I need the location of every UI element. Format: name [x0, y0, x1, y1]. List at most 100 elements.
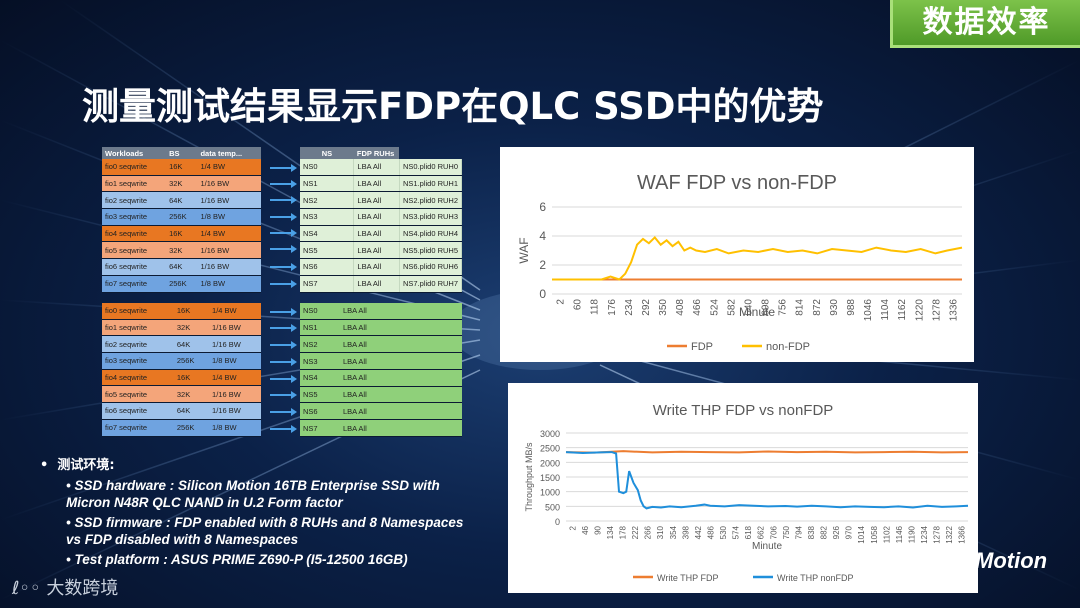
waf-chart: WAF FDP vs non-FDP 0 2 4 6 2 60 118 176 234 292 350… [517, 172, 963, 353]
header-workloads: Workloads [102, 147, 167, 159]
workload-bw: 1/4 BW [197, 159, 261, 176]
arrow-icon [270, 408, 297, 416]
arrow-icon [270, 164, 297, 172]
legend-entry: Write THP FDP [657, 573, 719, 583]
ns-lba: LBA All [353, 241, 400, 260]
workload-name: fio3 seqwrite [102, 208, 167, 226]
workload-name: fio7 seqwrite [102, 275, 167, 293]
workload-bs: 256K [166, 208, 198, 226]
ns-empty [386, 402, 462, 421]
table-row: NS5 LBA All NS5.plid0 RUH5 [300, 241, 463, 260]
bullet-heading-text: 测试环境: [57, 458, 115, 473]
ns-lba: LBA All [353, 208, 400, 226]
x-tick-label: 176 [607, 299, 618, 316]
x-tick-label: 1162 [897, 299, 908, 321]
x-tick-label: 814 [795, 299, 806, 316]
x-tick-label: 442 [694, 525, 703, 539]
arrow-icon [270, 180, 297, 188]
y-tick-label: 0 [555, 517, 560, 527]
workload-name: fio6 seqwrite [102, 402, 174, 420]
table-row: fio6 seqwrite 64K 1/16 BW [102, 258, 261, 276]
ns-empty [386, 352, 462, 370]
x-tick-label: 618 [744, 525, 753, 539]
table-row: fio7 seqwrite 256K 1/8 BW [102, 419, 261, 437]
x-tick-label: 882 [820, 525, 829, 539]
workload-bw: 1/4 BW [197, 225, 261, 243]
table-row: NS0 LBA All [300, 303, 462, 320]
arrow-icon [270, 280, 297, 288]
ns-empty [386, 335, 462, 354]
workload-bw: 1/16 BW [197, 258, 261, 276]
ns-ns: NS7 [300, 275, 355, 293]
x-tick-label: 2 [556, 299, 567, 305]
ns-ns: NS0 [300, 159, 355, 176]
workloads-table-nonfdp: fio0 seqwrite 16K 1/4 BW fio1 seqwrite 32K 1/… [102, 303, 261, 437]
x-tick-label: 1220 [914, 299, 925, 322]
x-tick-label: 398 [681, 525, 690, 539]
workload-name: fio4 seqwrite [102, 369, 174, 387]
ns-ruh: NS0.plid0 RUH0 [399, 159, 463, 176]
ns-lba: LBA All [353, 191, 400, 210]
x-tick-label: 222 [631, 525, 640, 539]
workload-name: fio5 seqwrite [102, 241, 167, 260]
waf-chart-panel: WAF FDP vs non-FDP 0 2 4 6 2 60 118 176 234 292 350… [500, 147, 974, 362]
x-tick-label: 1046 [863, 299, 874, 322]
workload-bs: 64K [173, 402, 210, 420]
y-tick-label: 6 [539, 200, 546, 214]
y-tick-label: 1000 [540, 488, 560, 498]
ns-ruh: NS3.plid0 RUH3 [399, 208, 463, 226]
workload-bw: 1/16 BW [197, 191, 261, 210]
y-axis-label: Throughput MB/s [524, 442, 534, 512]
arrow-icon [270, 341, 297, 349]
table-row: NS3 LBA All NS3.plid0 RUH3 [300, 208, 463, 226]
workload-name: fio3 seqwrite [102, 352, 174, 370]
ns-lba: LBA All [340, 319, 386, 337]
x-tick-label: 1278 [931, 299, 942, 322]
x-tick-label: 750 [782, 525, 791, 539]
workload-bw: 1/16 BW [209, 402, 261, 420]
workload-bs: 64K [173, 335, 210, 354]
workload-bw: 1/8 BW [209, 419, 261, 437]
bullet-item: • SSD hardware : Silicon Motion 16TB Ent… [66, 477, 466, 511]
bullet-dot: • [66, 478, 75, 493]
y-tick-label: 500 [545, 502, 560, 512]
x-tick-label: 926 [832, 525, 841, 539]
y-tick-label: 2500 [540, 444, 560, 454]
ns-ns: NS1 [300, 175, 355, 193]
arrow-icon [270, 213, 297, 221]
x-tick-label: 354 [669, 525, 678, 539]
ns-empty [386, 386, 462, 404]
ns-ns: NS3 [300, 208, 355, 226]
x-tick-label: 292 [641, 299, 652, 316]
ns-ns: NS2 [300, 191, 355, 210]
table-row: NS6 LBA All NS6.plid0 RUH6 [300, 258, 463, 276]
ns-lba: LBA All [353, 225, 400, 243]
x-tick-label: 524 [709, 299, 720, 316]
x-tick-label: 60 [573, 299, 584, 311]
x-tick-label: 1278 [933, 525, 942, 543]
x-tick-label: 2 [568, 525, 577, 530]
header-bs: BS [166, 147, 198, 159]
arrow-icon [270, 425, 297, 433]
legend-entry: non-FDP [766, 341, 810, 353]
x-tick-label: 90 [593, 525, 602, 534]
table-row: fio0 seqwrite 16K 1/4 BW [102, 159, 261, 176]
arrow-icon [270, 375, 297, 383]
ns-ns: NS0 [300, 303, 340, 320]
workload-name: fio4 seqwrite [102, 225, 167, 243]
workload-bs: 16K [166, 159, 198, 176]
y-tick-label: 1500 [540, 473, 560, 483]
table-row: NS3 LBA All [300, 352, 462, 370]
bullet-item: • SSD firmware : FDP enabled with 8 RUHs… [66, 514, 466, 548]
workloads-table-fdp: Workloads BS data temp... fio0 seqwrite 1… [102, 147, 261, 293]
x-tick-label: 1104 [880, 299, 891, 321]
x-tick-label: 1336 [948, 299, 959, 322]
throughput-chart: Write THP FDP vs nonFDP 0 500 1000 1500 2000 2… [524, 402, 969, 583]
legend-entry: Write THP nonFDP [777, 573, 854, 583]
x-tick-label: 1234 [920, 525, 929, 543]
workload-bs: 32K [166, 241, 198, 260]
x-tick-label: 698 [761, 299, 772, 316]
x-tick-label: 46 [581, 525, 590, 534]
ns-ruh: NS7.plid0 RUH7 [399, 275, 463, 293]
y-tick-label: 0 [539, 287, 546, 301]
